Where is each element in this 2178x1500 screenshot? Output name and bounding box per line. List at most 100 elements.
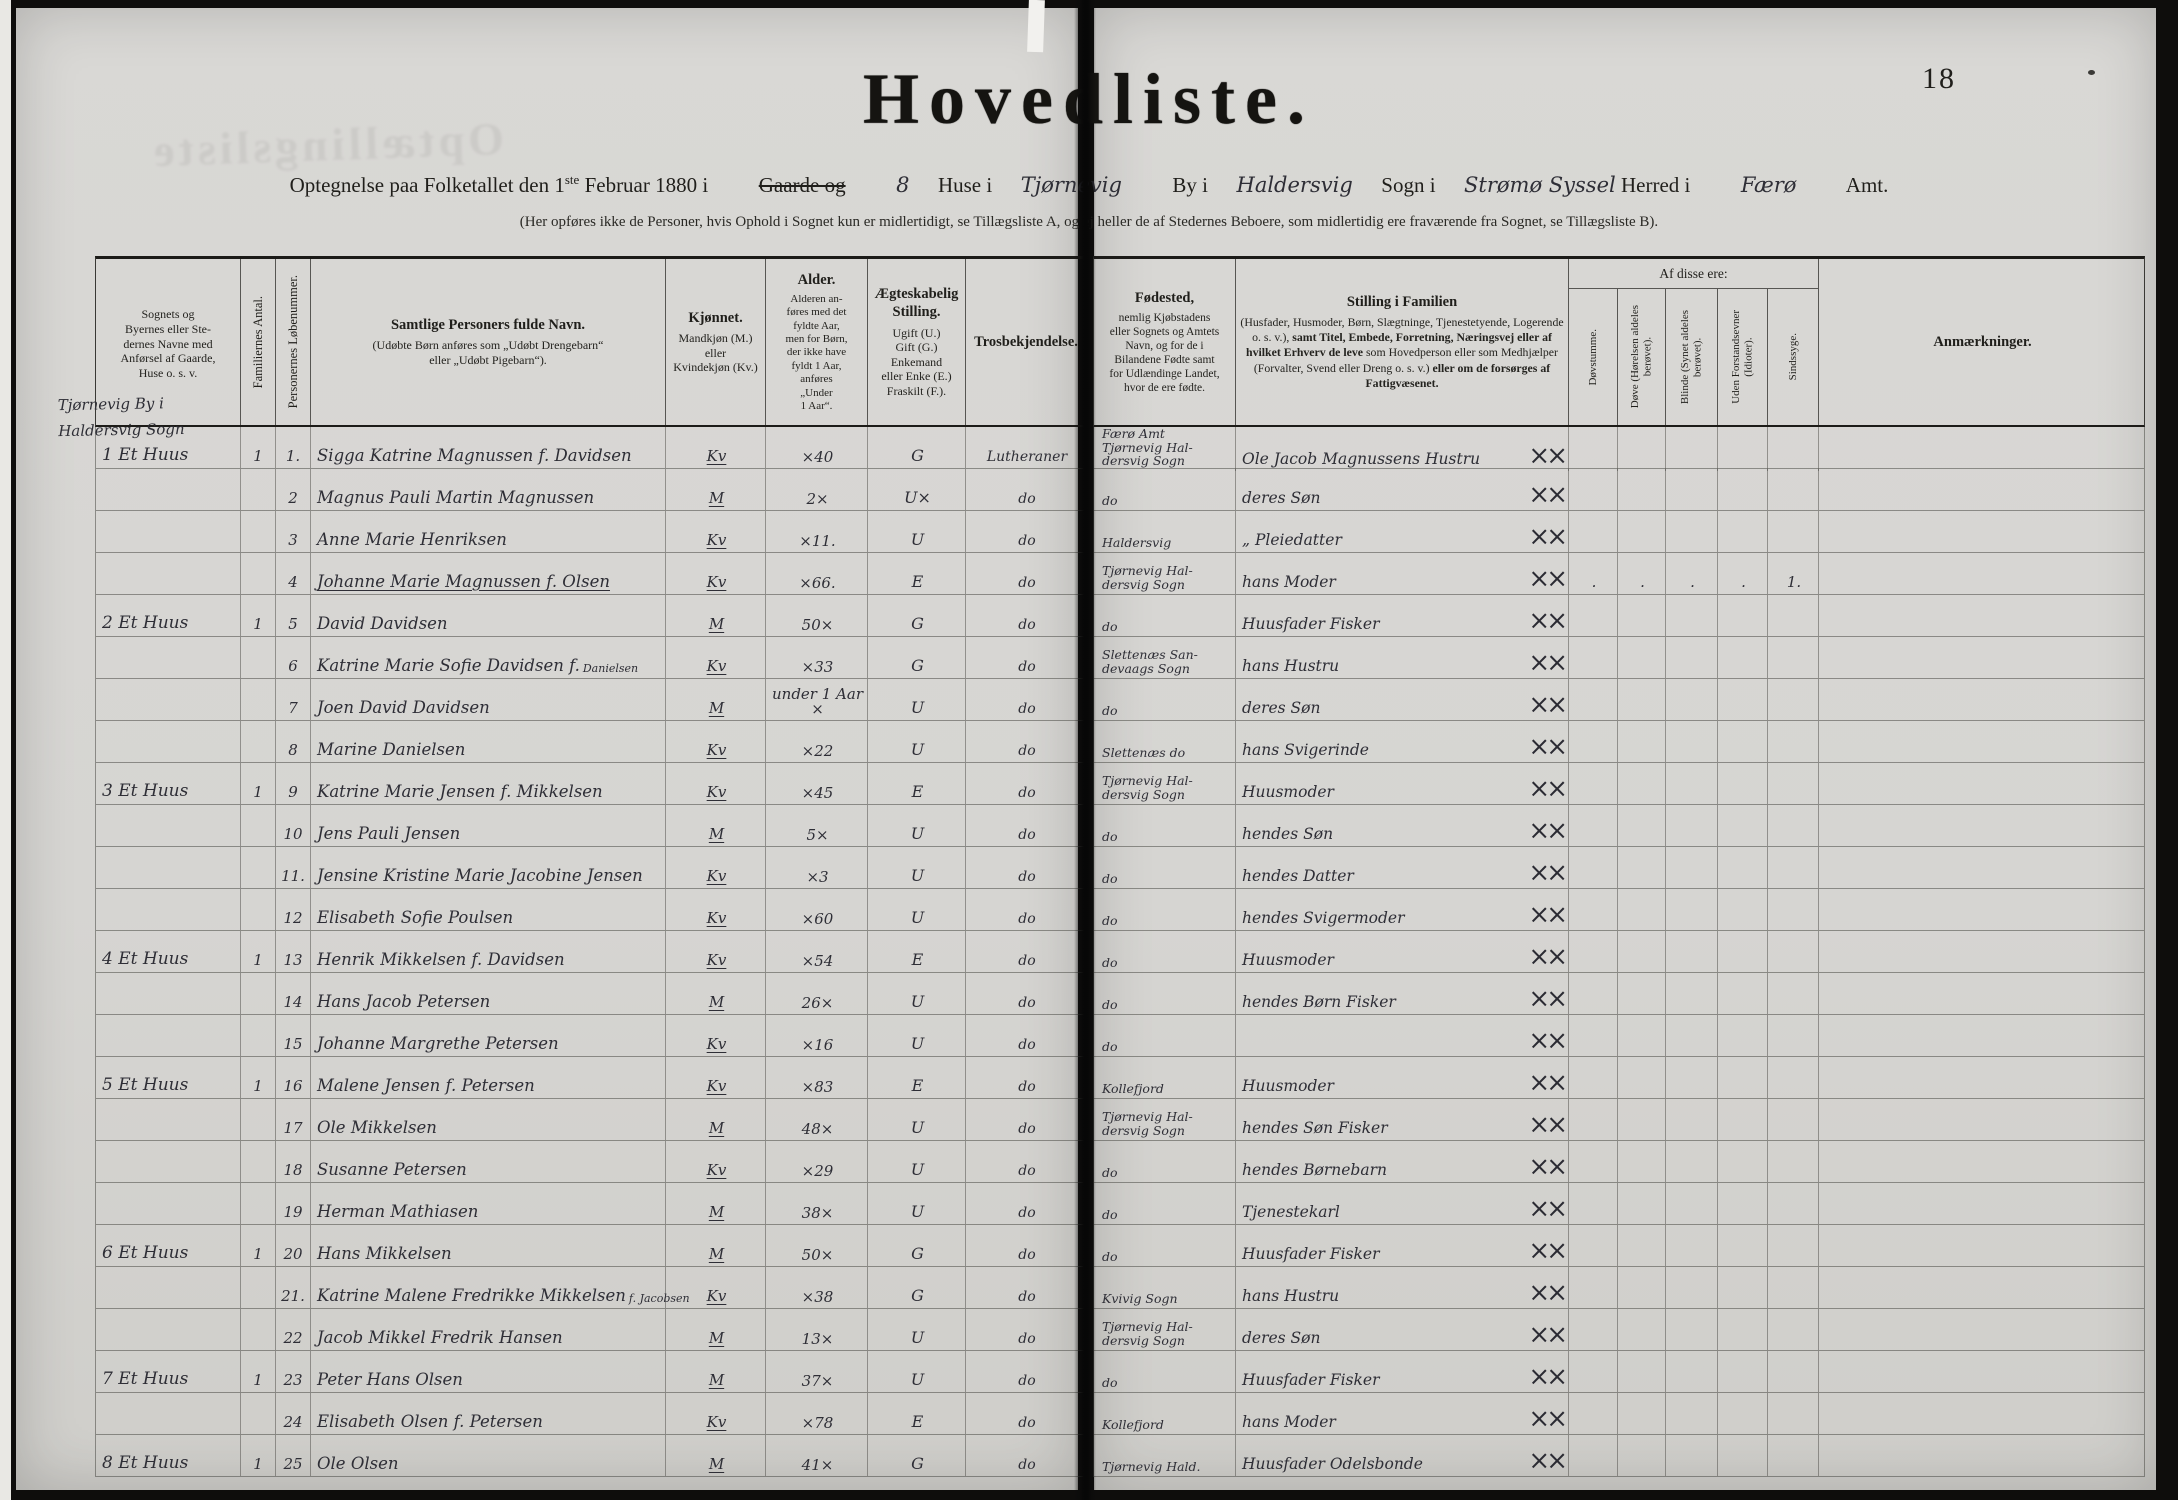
cell-family-position: hans Svigerinde ×× [1236, 721, 1569, 762]
cell-marital-status: G [868, 637, 966, 678]
cell-sex: M [666, 595, 766, 636]
cell-name: Johanne Margrethe Petersen [311, 1015, 666, 1056]
family-position-text: hans Hustru [1242, 657, 1340, 675]
sex-value: M [708, 1329, 725, 1347]
subtitle-pre2: Februar 1880 i [579, 173, 709, 197]
cell-family-count: 1 [241, 595, 276, 636]
cell-faith: do [1018, 869, 1036, 885]
person-name: Katrine Marie Sofie Davidsen f. [317, 656, 580, 675]
cell-remarks [1819, 1099, 2146, 1140]
cell-marital-status: E [868, 763, 966, 804]
cell-insane [1768, 931, 1819, 972]
cell-remarks [1819, 763, 2146, 804]
cell-name: Magnus Pauli Martin Magnussen [311, 469, 666, 510]
cell-insane [1768, 637, 1819, 678]
cell-place [96, 1183, 241, 1224]
cell-deafmute [1569, 511, 1618, 552]
cell-sex: Kv [666, 763, 766, 804]
person-name: David Davidsen [317, 614, 448, 633]
cell-deaf [1618, 889, 1666, 930]
cell-deaf [1618, 511, 1666, 552]
tally-cross-marks: ×× [1528, 480, 1568, 511]
family-position-text: deres Søn [1242, 489, 1321, 507]
cell-family-count [241, 679, 276, 720]
cell-birthplace: do [1094, 679, 1236, 720]
cell-idiot [1718, 1267, 1768, 1308]
table-row: 1 Et Huus 1 1. Sigga Katrine Magnussen f. D… [95, 427, 1085, 469]
cell-deaf [1618, 1351, 1666, 1392]
table-row: 4 Et Huus 1 13 Henrik Mikkelsen f. Davidsen… [95, 931, 1085, 973]
cell-birthplace: do [1094, 805, 1236, 846]
page-number: 18 [1922, 62, 1956, 95]
census-table-right: Fødested, nemlig Kjøbstadens eller Sogne… [1093, 256, 2145, 1477]
cell-deafmute [1569, 679, 1618, 720]
cell-family-count: 1 [241, 1351, 276, 1392]
cell-insane [1768, 1351, 1819, 1392]
cell-marital-status: U [868, 1141, 966, 1182]
cell-sex: Kv [666, 889, 766, 930]
cell-remarks [1819, 469, 2146, 510]
cell-family-position: hendes Datter ×× [1236, 847, 1569, 888]
table-row: Tjørnevig Hal- dersvig Sogn hans Moder ××.… [1093, 553, 2145, 595]
col-header-idiot: Uden Forstandsevner (Idioter). [1718, 289, 1768, 425]
table-row: Haldersvig „ Pleiedatter ×× [1093, 511, 2145, 553]
person-name-note: f. Jacobsen [628, 1292, 690, 1305]
tally-cross-marks: ×× [1528, 1446, 1568, 1477]
cell-place [96, 1393, 241, 1434]
cell-age: 5× [766, 805, 868, 846]
person-name: Magnus Pauli Martin Magnussen [317, 488, 595, 507]
cell-marital-status: G [868, 1225, 966, 1266]
cell-place [96, 679, 241, 720]
cell-age: 37× [766, 1351, 868, 1392]
col-header-family-count: Familiernes Antal. [241, 259, 276, 425]
cell-birthplace: Haldersvig [1094, 511, 1236, 552]
cell-family-position: hendes Børnebarn ×× [1236, 1141, 1569, 1182]
cell-place: 5 Et Huus [96, 1057, 241, 1098]
cell-deaf [1618, 1099, 1666, 1140]
cell-age: 48× [766, 1099, 868, 1140]
cell-remarks [1819, 1015, 2146, 1056]
cell-person-number: 9 [276, 763, 311, 804]
cell-idiot [1718, 469, 1768, 510]
cell-faith: do [1018, 1037, 1036, 1053]
cell-marital-status: U [868, 1309, 966, 1350]
cell-faith: do [1018, 659, 1036, 675]
tally-cross-marks: ×× [1528, 1068, 1568, 1099]
cell-faith: do [1018, 1205, 1036, 1221]
cell-faith: do [1018, 1079, 1036, 1095]
cell-deafmute [1569, 847, 1618, 888]
cell-faith: do [1018, 827, 1036, 843]
cell-age: 38× [766, 1183, 868, 1224]
cell-deaf [1618, 1183, 1666, 1224]
cell-deafmute [1569, 1267, 1618, 1308]
cell-marital-status: G [868, 1267, 966, 1308]
cell-remarks [1819, 595, 2146, 636]
cell-age: 50× [766, 595, 868, 636]
cell-remarks [1819, 679, 2146, 720]
cell-faith: do [1018, 575, 1036, 591]
table-row: do ×× [1093, 1015, 2145, 1057]
cell-marital-status: U [868, 511, 966, 552]
cell-age: ×16 [766, 1015, 868, 1056]
cell-birthplace: do [1094, 595, 1236, 636]
cell-blind [1666, 1267, 1718, 1308]
cell-marital-status: U [868, 1015, 966, 1056]
cell-deaf [1618, 1393, 1666, 1434]
sex-value: M [708, 615, 725, 633]
tally-cross-marks: ×× [1528, 1194, 1568, 1225]
person-name: Jensine Kristine Marie Jacobine Jensen [317, 866, 643, 885]
tally-cross-marks: ×× [1528, 1320, 1568, 1351]
cell-remarks [1819, 427, 2146, 471]
cell-family-position: Huusfader Fisker ×× [1236, 1225, 1569, 1266]
cell-person-number: 12 [276, 889, 311, 930]
cell-place [96, 511, 241, 552]
cell-blind [1666, 1015, 1718, 1056]
tally-cross-marks: ×× [1528, 606, 1568, 637]
cell-person-number: 23 [276, 1351, 311, 1392]
cell-place: 2 Et Huus [96, 595, 241, 636]
cell-faith: do [1018, 1415, 1036, 1431]
cell-age: 26× [766, 973, 868, 1014]
col-header-position-sub-d: eller om de forsørges af Fattigvæsenet. [1365, 360, 1551, 391]
